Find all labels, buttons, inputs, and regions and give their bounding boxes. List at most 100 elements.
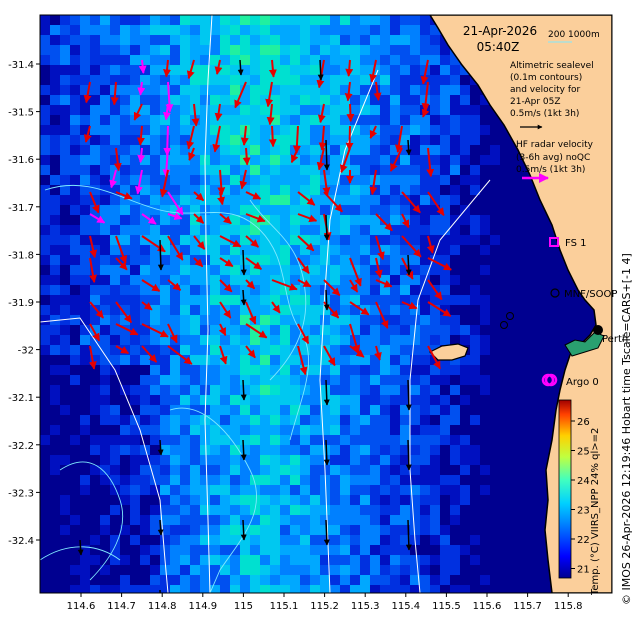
sst-pixel bbox=[510, 465, 520, 475]
sst-pixel bbox=[450, 145, 460, 155]
sst-pixel bbox=[280, 65, 290, 75]
sst-pixel bbox=[180, 255, 190, 265]
sst-pixel bbox=[100, 375, 110, 385]
sst-pixel bbox=[440, 405, 450, 415]
sst-pixel bbox=[310, 365, 320, 375]
sst-pixel bbox=[250, 15, 260, 25]
sst-pixel bbox=[400, 555, 410, 565]
sst-pixel bbox=[320, 65, 330, 75]
sst-pixel bbox=[350, 545, 360, 555]
sst-pixel bbox=[310, 335, 320, 345]
sst-pixel bbox=[40, 155, 50, 165]
sst-pixel bbox=[80, 305, 90, 315]
current-vector bbox=[186, 59, 195, 80]
sst-pixel bbox=[350, 165, 360, 175]
sst-pixel bbox=[290, 265, 300, 275]
sst-pixel bbox=[220, 395, 230, 405]
sst-pixel bbox=[410, 225, 420, 235]
altimetry-legend: Altimetric sealevel (0.1m contours) and … bbox=[510, 61, 594, 130]
sst-pixel bbox=[180, 565, 190, 575]
altimetry-vector bbox=[405, 379, 412, 411]
sst-pixel bbox=[290, 345, 300, 355]
sst-pixel bbox=[510, 375, 520, 385]
sst-pixel bbox=[230, 185, 240, 195]
sst-pixel bbox=[190, 455, 200, 465]
sst-pixel bbox=[450, 85, 460, 95]
sst-pixel bbox=[220, 385, 230, 395]
sst-pixel bbox=[100, 235, 110, 245]
sst-pixel bbox=[450, 165, 460, 175]
sst-pixel bbox=[410, 475, 420, 485]
sst-pixel bbox=[430, 25, 440, 35]
sst-pixel bbox=[530, 195, 540, 205]
sst-pixel bbox=[420, 285, 430, 295]
sst-pixel bbox=[330, 55, 340, 65]
sst-pixel bbox=[70, 495, 80, 505]
sst-pixel bbox=[500, 505, 510, 515]
sst-pixel bbox=[540, 495, 550, 505]
sst-pixel bbox=[360, 455, 370, 465]
sst-pixel bbox=[280, 225, 290, 235]
sst-pixel bbox=[540, 435, 550, 445]
sst-pixel bbox=[320, 55, 330, 65]
sst-pixel bbox=[100, 575, 110, 585]
sst-pixel bbox=[60, 585, 70, 593]
sst-pixel bbox=[440, 505, 450, 515]
sst-pixel bbox=[360, 355, 370, 365]
sst-pixel bbox=[50, 305, 60, 315]
sst-pixel bbox=[520, 235, 530, 245]
sst-pixel bbox=[150, 265, 160, 275]
sst-pixel bbox=[530, 335, 540, 345]
sst-pixel bbox=[520, 395, 530, 405]
sst-pixel bbox=[410, 145, 420, 155]
sst-pixel bbox=[320, 265, 330, 275]
sst-pixel bbox=[410, 375, 420, 385]
sst-pixel bbox=[490, 195, 500, 205]
sst-pixel bbox=[490, 345, 500, 355]
sst-pixel bbox=[370, 425, 380, 435]
sst-pixel bbox=[230, 545, 240, 555]
lat-tick-label: -31.5 bbox=[8, 108, 34, 119]
sst-pixel bbox=[390, 225, 400, 235]
sst-pixel bbox=[190, 205, 200, 215]
sst-pixel bbox=[140, 505, 150, 515]
lon-tick-label: 114.8 bbox=[148, 601, 177, 612]
sst-pixel bbox=[110, 275, 120, 285]
sst-pixel bbox=[110, 325, 120, 335]
sst-pixel bbox=[70, 385, 80, 395]
current-vector bbox=[218, 323, 227, 336]
current-vector bbox=[420, 59, 429, 85]
sst-pixel bbox=[210, 565, 220, 575]
sst-pixel bbox=[200, 365, 210, 375]
sst-pixel bbox=[490, 505, 500, 515]
sst-pixel bbox=[300, 555, 310, 565]
sst-pixel bbox=[480, 405, 490, 415]
sst-pixel bbox=[500, 515, 510, 525]
sst-pixel bbox=[120, 165, 130, 175]
sst-pixel bbox=[540, 245, 550, 255]
sst-pixel bbox=[50, 245, 60, 255]
sst-pixel bbox=[490, 135, 500, 145]
sst-pixel bbox=[230, 105, 240, 115]
lat-tick-label: -31.6 bbox=[8, 155, 34, 166]
sst-pixel bbox=[540, 565, 550, 575]
sst-pixel bbox=[280, 215, 290, 225]
sst-pixel bbox=[130, 435, 140, 445]
sst-pixel bbox=[80, 325, 90, 335]
sst-pixel bbox=[400, 295, 410, 305]
sst-pixel bbox=[140, 25, 150, 35]
sst-pixel bbox=[470, 305, 480, 315]
sst-pixel bbox=[340, 315, 350, 325]
sst-pixel bbox=[40, 385, 50, 395]
sst-pixel bbox=[90, 465, 100, 475]
sst-pixel bbox=[40, 275, 50, 285]
sst-pixel bbox=[480, 285, 490, 295]
sst-pixel bbox=[60, 275, 70, 285]
sst-pixel bbox=[530, 485, 540, 495]
sst-pixel bbox=[450, 205, 460, 215]
sst-pixel bbox=[170, 85, 180, 95]
sst-pixel bbox=[140, 45, 150, 55]
sst-pixel bbox=[380, 435, 390, 445]
sst-pixel bbox=[210, 45, 220, 55]
current-vector bbox=[290, 147, 299, 164]
